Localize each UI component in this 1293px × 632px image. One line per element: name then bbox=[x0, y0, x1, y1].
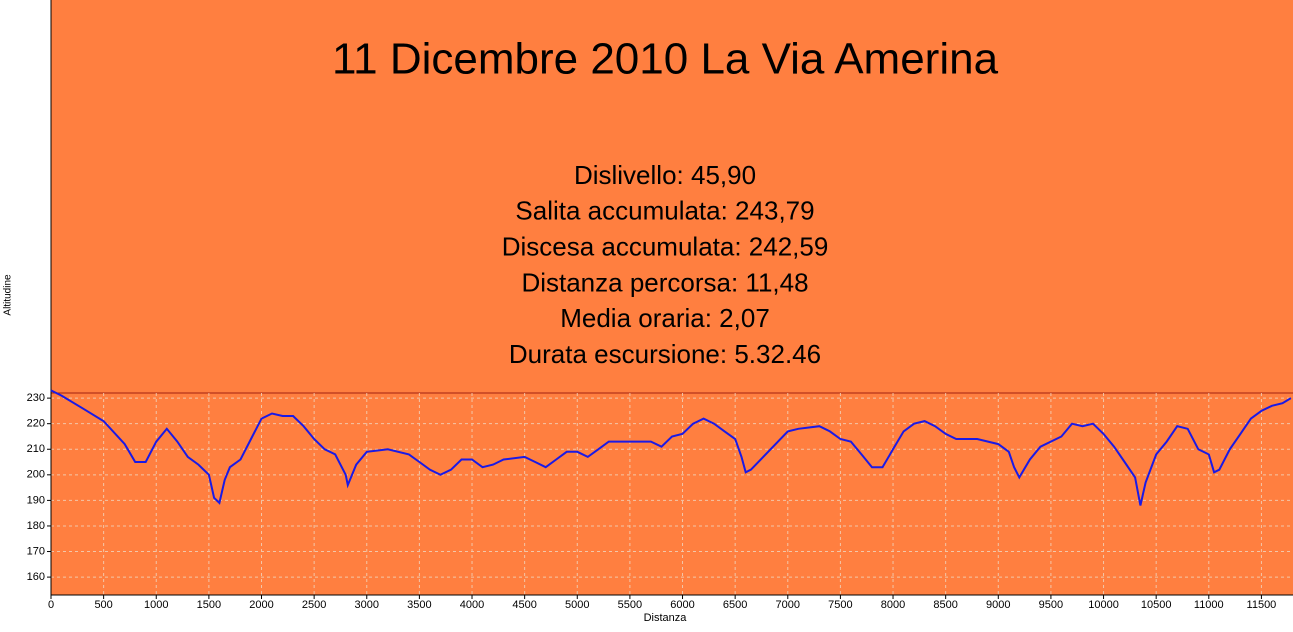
x-tick-label: 3500 bbox=[407, 599, 431, 611]
x-tick-label: 9500 bbox=[1039, 599, 1063, 611]
x-axis-title: Distanza bbox=[644, 612, 688, 624]
x-tick-label: 5500 bbox=[618, 599, 642, 611]
annotation: Discesa accumulata: 242,59 bbox=[502, 231, 829, 261]
x-tick-label: 11000 bbox=[1194, 599, 1224, 611]
x-tick-label: 1500 bbox=[197, 599, 221, 611]
annotation: Media oraria: 2,07 bbox=[560, 303, 770, 333]
annotation: Salita accumulata: 243,79 bbox=[515, 196, 814, 226]
x-tick-label: 9000 bbox=[986, 599, 1010, 611]
annotation: Dislivello: 45,90 bbox=[574, 160, 756, 190]
x-tick-label: 7000 bbox=[776, 599, 800, 611]
x-tick-label: 10500 bbox=[1141, 599, 1172, 611]
chart-title: 11 Dicembre 2010 La Via Amerina bbox=[332, 35, 999, 84]
x-tick-label: 10000 bbox=[1088, 599, 1119, 611]
x-tick-label: 2000 bbox=[249, 599, 273, 611]
y-tick-label: 210 bbox=[27, 443, 45, 455]
x-tick-label: 5000 bbox=[565, 599, 589, 611]
y-tick-label: 190 bbox=[27, 494, 45, 506]
y-tick-label: 180 bbox=[27, 520, 45, 532]
y-tick-label: 230 bbox=[27, 392, 45, 404]
x-tick-label: 1000 bbox=[144, 599, 168, 611]
x-tick-label: 4500 bbox=[512, 599, 536, 611]
y-tick-label: 160 bbox=[27, 571, 45, 583]
x-tick-label: 8000 bbox=[881, 599, 905, 611]
annotation: Durata escursione: 5.32.46 bbox=[509, 339, 821, 369]
x-tick-label: 500 bbox=[94, 599, 112, 611]
x-tick-label: 3000 bbox=[355, 599, 379, 611]
x-tick-label: 0 bbox=[48, 599, 54, 611]
annotation: Distanza percorsa: 11,48 bbox=[521, 267, 808, 297]
background bbox=[51, 0, 1293, 595]
y-tick-label: 170 bbox=[27, 545, 45, 557]
x-tick-label: 6000 bbox=[670, 599, 694, 611]
y-axis-title: Altitudine bbox=[3, 274, 14, 316]
x-tick-label: 6500 bbox=[723, 599, 747, 611]
x-tick-label: 8500 bbox=[933, 599, 957, 611]
x-tick-label: 11500 bbox=[1247, 599, 1277, 611]
x-tick-label: 2500 bbox=[302, 599, 326, 611]
x-tick-label: 7500 bbox=[828, 599, 852, 611]
y-tick-label: 200 bbox=[27, 469, 45, 481]
y-tick-label: 220 bbox=[27, 418, 45, 430]
x-tick-label: 4000 bbox=[460, 599, 484, 611]
elevation-line bbox=[50, 389, 1292, 506]
